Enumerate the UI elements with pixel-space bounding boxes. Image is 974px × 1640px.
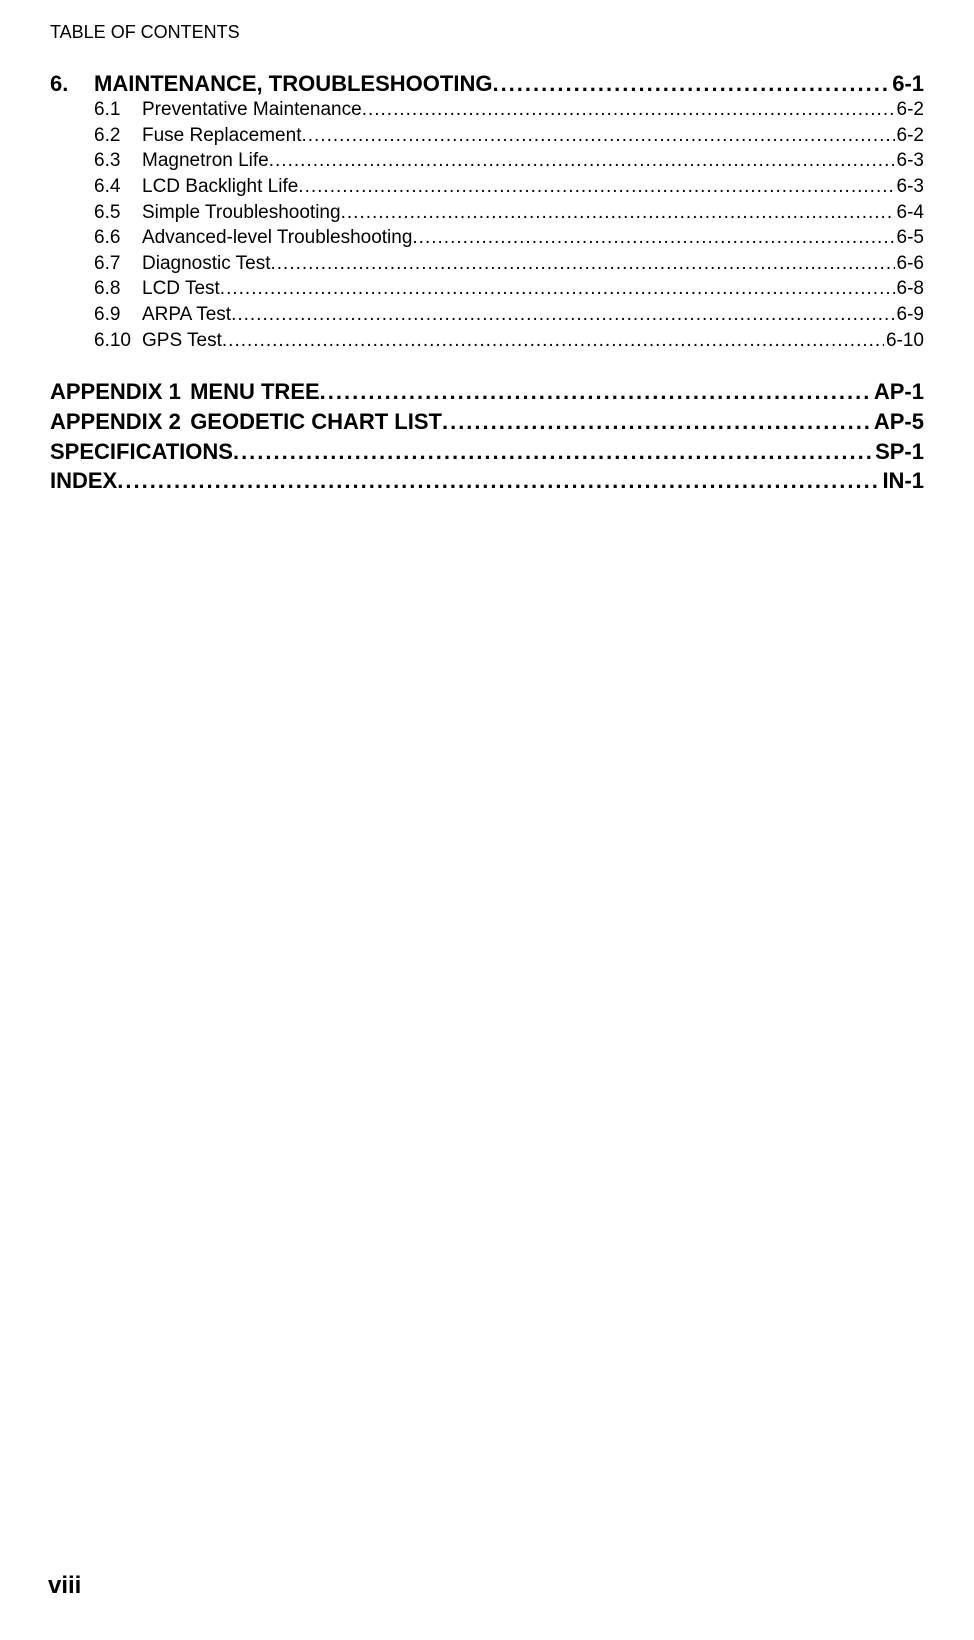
toc-entry-title: Preventative Maintenance (142, 97, 362, 123)
toc-entry-page: 6-2 (895, 123, 924, 149)
toc-tail-page: IN-1 (880, 466, 924, 496)
toc-entry-number: 6.5 (94, 200, 142, 226)
toc-tail-row: APPENDIX 1 MENU TREE ...................… (50, 377, 924, 407)
toc-leader-dots: ........................................… (412, 225, 894, 251)
toc-tail-prefix: INDEX (50, 466, 117, 496)
toc-section-row: 6. MAINTENANCE, TROUBLESHOOTING ........… (50, 71, 924, 97)
toc-entry-page: 6-8 (895, 276, 924, 302)
toc-entry-row: 6.9 ARPA Test ..........................… (50, 302, 924, 328)
toc-page: TABLE OF CONTENTS 6. MAINTENANCE, TROUBL… (0, 0, 974, 1640)
toc-tail-prefix: APPENDIX 1 (50, 377, 181, 407)
toc-entry-title: Advanced-level Troubleshooting (142, 225, 412, 251)
toc-section-title: MAINTENANCE, TROUBLESHOOTING (94, 71, 492, 97)
toc-entry-row: 6.2 Fuse Replacement ...................… (50, 123, 924, 149)
toc-entry-title: Fuse Replacement (142, 123, 301, 149)
toc-entry-title: LCD Backlight Life (142, 174, 298, 200)
toc-leader-dots: ........................................… (233, 437, 873, 467)
toc-tail-page: AP-5 (872, 407, 924, 437)
toc-tail-title: GEODETIC CHART LIST (190, 407, 442, 437)
toc-entry-row: 6.4 LCD Backlight Life .................… (50, 174, 924, 200)
toc-leader-dots: ........................................… (301, 123, 894, 149)
toc-entry-number: 6.2 (94, 123, 142, 149)
toc-leader-dots: ........................................… (231, 302, 894, 328)
page-number: viii (48, 1572, 81, 1600)
toc-entry-number: 6.10 (94, 328, 142, 354)
toc-entry-page: 6-4 (895, 200, 924, 226)
toc-entry-page: 6-10 (884, 328, 924, 354)
toc-leader-dots: ........................................… (222, 328, 884, 354)
toc-entry-page: 6-3 (895, 148, 924, 174)
toc-entry-row: 6.3 Magnetron Life .....................… (50, 148, 924, 174)
toc-entry-title: GPS Test (142, 328, 222, 354)
toc-leader-dots: ........................................… (271, 251, 895, 277)
toc-tail-row: SPECIFICATIONS .........................… (50, 437, 924, 467)
toc-tail-block: APPENDIX 1 MENU TREE ...................… (50, 377, 924, 496)
toc-leader-dots: ........................................… (220, 276, 895, 302)
toc-entry-page: 6-2 (895, 97, 924, 123)
toc-entry-number: 6.4 (94, 174, 142, 200)
toc-leader-dots: ........................................… (362, 97, 895, 123)
toc-tail-prefix: SPECIFICATIONS (50, 437, 233, 467)
toc-section-number: 6. (50, 71, 94, 97)
toc-entry-title: Magnetron Life (142, 148, 269, 174)
toc-tail-page: SP-1 (873, 437, 924, 467)
toc-entry-page: 6-3 (895, 174, 924, 200)
toc-tail-page: AP-1 (872, 377, 924, 407)
toc-leader-dots: ........................................… (341, 200, 895, 226)
page-header: TABLE OF CONTENTS (50, 22, 924, 43)
toc-tail-row: APPENDIX 2 GEODETIC CHART LIST .........… (50, 407, 924, 437)
toc-entry-page: 6-5 (895, 225, 924, 251)
toc-entry-title: Diagnostic Test (142, 251, 271, 277)
toc-entry-title: Simple Troubleshooting (142, 200, 341, 226)
toc-entry-title: LCD Test (142, 276, 220, 302)
toc-entry-number: 6.3 (94, 148, 142, 174)
toc-entry-row: 6.5 Simple Troubleshooting .............… (50, 200, 924, 226)
toc-leader-dots: ........................................… (117, 466, 880, 496)
toc-leader-dots: ........................................… (320, 377, 872, 407)
toc-leader-dots: ........................................… (492, 71, 890, 97)
toc-tail-row: INDEX ..................................… (50, 466, 924, 496)
toc-entry-number: 6.7 (94, 251, 142, 277)
toc-entry-row: 6.8 LCD Test ...........................… (50, 276, 924, 302)
toc-entry-number: 6.9 (94, 302, 142, 328)
toc-entry-number: 6.8 (94, 276, 142, 302)
toc-leader-dots: ........................................… (442, 407, 872, 437)
toc-entry-row: 6.6 Advanced-level Troubleshooting .....… (50, 225, 924, 251)
toc-entry-row: 6.7 Diagnostic Test ....................… (50, 251, 924, 277)
toc-entry-row: 6.10 GPS Test ..........................… (50, 328, 924, 354)
toc-entry-number: 6.1 (94, 97, 142, 123)
toc-tail-title: MENU TREE (190, 377, 320, 407)
toc-entry-page: 6-9 (895, 302, 924, 328)
toc-leader-dots: ........................................… (269, 148, 895, 174)
toc-entry-title: ARPA Test (142, 302, 231, 328)
toc-leader-dots: ........................................… (298, 174, 894, 200)
toc-section-page: 6-1 (890, 71, 924, 97)
toc-entry-number: 6.6 (94, 225, 142, 251)
toc-entry-page: 6-6 (895, 251, 924, 277)
toc-entry-row: 6.1 Preventative Maintenance ...........… (50, 97, 924, 123)
toc-tail-prefix: APPENDIX 2 (50, 407, 181, 437)
